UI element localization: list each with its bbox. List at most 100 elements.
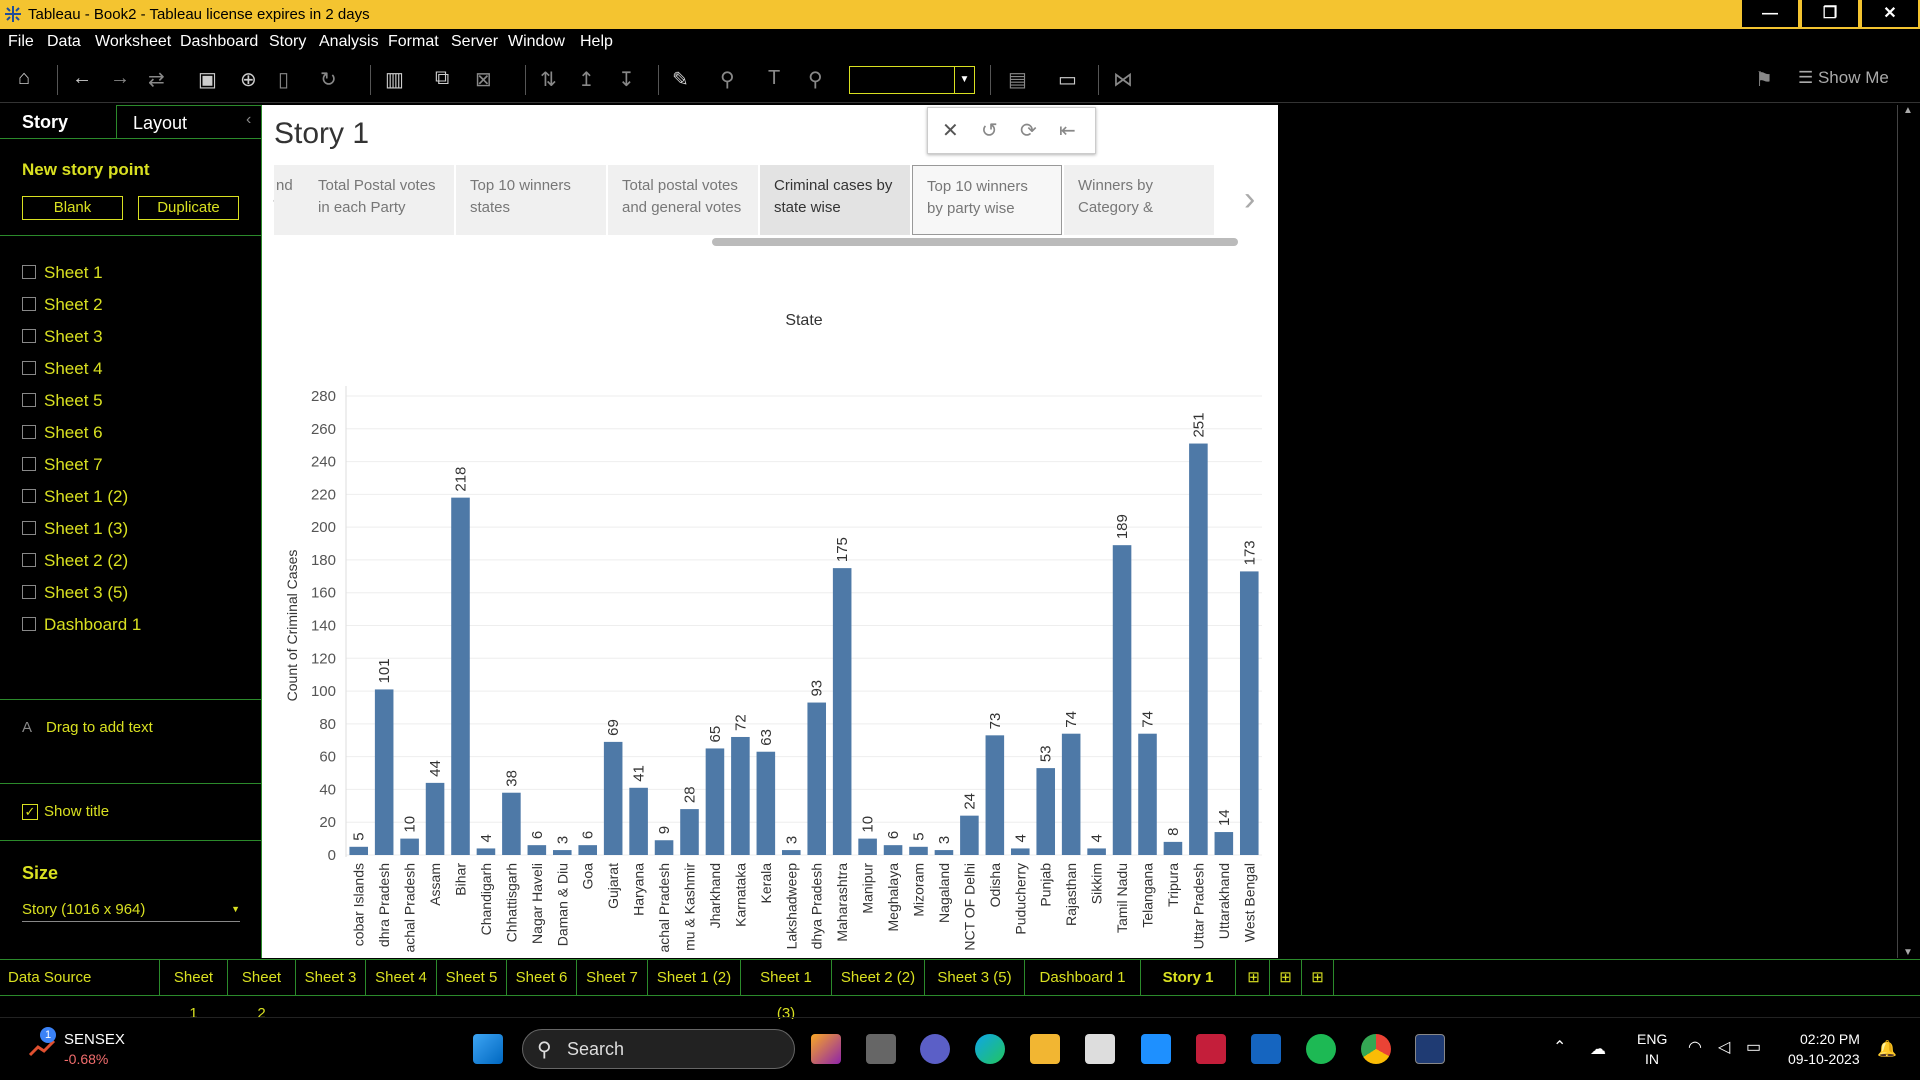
labels-icon[interactable]: T [768, 67, 781, 89]
bar[interactable] [400, 838, 419, 855]
task-view-icon[interactable] [866, 1034, 896, 1064]
minimize-button[interactable]: — [1742, 0, 1798, 27]
menu-file[interactable]: File [8, 33, 34, 50]
story-sheet-item[interactable]: Sheet 3 [22, 327, 103, 347]
sort-desc-icon[interactable]: ↧ [618, 69, 635, 91]
bar[interactable] [680, 809, 699, 855]
replay-icon[interactable]: ⇄ [148, 69, 165, 91]
scroll-up-icon[interactable]: ▲ [1903, 105, 1913, 116]
story-sheet-item[interactable]: Sheet 3 (5) [22, 583, 128, 603]
story-point[interactable]: Winners by Category & [1064, 165, 1214, 235]
bar[interactable] [781, 850, 801, 855]
highlight-icon[interactable]: ✎ [672, 69, 689, 91]
new-story-icon[interactable]: ⊞ [1302, 960, 1334, 996]
story-point[interactable]: Top 10 winners states [456, 165, 606, 235]
battery-icon[interactable]: ▭ [1746, 1039, 1762, 1056]
bar[interactable] [654, 840, 674, 855]
new-sheet-icon[interactable]: ▥ [385, 69, 404, 91]
bar[interactable] [476, 848, 496, 855]
bar[interactable] [756, 751, 776, 855]
pause-updates-icon[interactable]: ▯ [278, 69, 290, 91]
bar[interactable] [807, 702, 827, 855]
scroll-down-icon[interactable]: ▼ [1903, 947, 1913, 958]
bar[interactable] [960, 815, 979, 855]
size-dropdown[interactable]: Story (1016 x 964) ▼ [22, 901, 240, 922]
new-worksheet-icon[interactable]: ⊞ [1238, 960, 1270, 996]
bar[interactable] [1010, 848, 1030, 855]
blank-button[interactable]: Blank [22, 196, 123, 220]
tab-sheet-4[interactable]: Sheet 4 [366, 960, 437, 996]
redo-icon[interactable]: → [110, 67, 130, 89]
menu-worksheet[interactable]: Worksheet [95, 33, 172, 50]
tab-sheet-2[interactable]: Sheet 2 [228, 960, 296, 1022]
menu-help[interactable]: Help [580, 33, 613, 50]
bar[interactable] [578, 845, 598, 855]
bar[interactable] [883, 845, 903, 855]
duplicate-sheet-icon[interactable]: ⧉ [435, 67, 450, 89]
story-point[interactable]: nd [274, 165, 306, 235]
story-sheet-item[interactable]: Sheet 1 (3) [22, 519, 128, 539]
pin-icon[interactable]: ⚲ [808, 69, 823, 91]
bar[interactable] [552, 850, 572, 855]
presentation-icon[interactable]: ▭ [1058, 69, 1077, 91]
story-sheet-item[interactable]: Sheet 5 [22, 391, 103, 411]
menu-server[interactable]: Server [451, 33, 499, 50]
bar[interactable] [705, 748, 725, 855]
taskbar-search[interactable]: ⚲ Search [522, 1029, 795, 1069]
bar[interactable] [502, 792, 521, 855]
group-icon[interactable]: ⚲ [720, 69, 735, 91]
tab-data-source[interactable]: Data Source [0, 960, 160, 996]
story-point[interactable]: Top 10 winners by party wise [912, 165, 1062, 235]
tab-sheet-1-3[interactable]: Sheet 1 (3) [741, 960, 832, 1022]
tab-story-1[interactable]: Story 1 [1141, 960, 1236, 996]
bar[interactable] [374, 689, 394, 855]
windows-start-icon[interactable] [473, 1034, 503, 1064]
bar[interactable] [1239, 571, 1259, 855]
new-dashboard-icon[interactable]: ⊞ [1270, 960, 1302, 996]
wifi-icon[interactable]: ◠ [1688, 1039, 1702, 1056]
vertical-scrollbar[interactable]: ▲ ▼ [1897, 105, 1920, 958]
revert-icon[interactable]: ↺ [981, 120, 998, 142]
tab-sheet-3-5[interactable]: Sheet 3 (5) [925, 960, 1025, 996]
menu-data[interactable]: Data [47, 33, 81, 50]
collapse-pane-icon[interactable]: ‹ [246, 111, 252, 128]
save-icon[interactable]: ▣ [198, 69, 217, 91]
story-point[interactable]: Criminal cases by state wise [760, 165, 910, 235]
new-data-source-icon[interactable]: ⊕ [240, 69, 257, 91]
spotify-icon[interactable] [1306, 1034, 1336, 1064]
bar[interactable] [629, 787, 648, 855]
chevron-down-icon[interactable]: ▼ [954, 67, 974, 93]
menu-format[interactable]: Format [388, 33, 439, 50]
tab-sheet-3[interactable]: Sheet 3 [296, 960, 366, 996]
fit-icon[interactable]: ▤ [1008, 69, 1027, 91]
menu-dashboard[interactable]: Dashboard [180, 33, 259, 50]
tab-sheet-1[interactable]: Sheet 1 [160, 960, 228, 1022]
story-point[interactable]: Total Postal votes in each Party [304, 165, 454, 235]
story-sheet-item[interactable]: Sheet 1 (2) [22, 487, 128, 507]
chevron-up-icon[interactable]: ⌃ [1553, 1039, 1567, 1056]
volume-icon[interactable]: ◁ [1718, 1039, 1731, 1056]
bar[interactable] [909, 846, 928, 855]
update-icon[interactable]: ⟳ [1020, 120, 1037, 142]
mcafee-icon[interactable] [1196, 1034, 1226, 1064]
stock-widget-icon[interactable]: 1 [28, 1027, 58, 1063]
myhp-icon[interactable] [1251, 1034, 1281, 1064]
sort-asc-icon[interactable]: ↥ [578, 69, 595, 91]
clock-time[interactable]: 02:20 PM [1800, 1031, 1860, 1047]
bar[interactable] [1138, 733, 1157, 855]
delete-story-point-icon[interactable]: ✕ [942, 120, 959, 142]
tab-layout[interactable]: Layout [116, 105, 262, 138]
bar[interactable] [1061, 733, 1081, 855]
share-icon[interactable]: ⋈ [1113, 69, 1133, 91]
close-button[interactable]: ✕ [1862, 0, 1918, 27]
menu-analysis[interactable]: Analysis [319, 33, 379, 50]
story-sheet-item[interactable]: Sheet 1 [22, 263, 103, 283]
show-me-button[interactable]: ☰ Show Me [1798, 68, 1889, 88]
tableau-taskbar-icon[interactable] [1415, 1034, 1445, 1064]
clear-sheet-icon[interactable]: ⊠ [475, 69, 492, 91]
teams-chat-icon[interactable] [920, 1034, 950, 1064]
language-label[interactable]: ENG [1637, 1031, 1668, 1047]
bar[interactable] [1214, 832, 1234, 855]
bar[interactable] [832, 568, 852, 855]
story-sheet-item[interactable]: Sheet 7 [22, 455, 103, 475]
